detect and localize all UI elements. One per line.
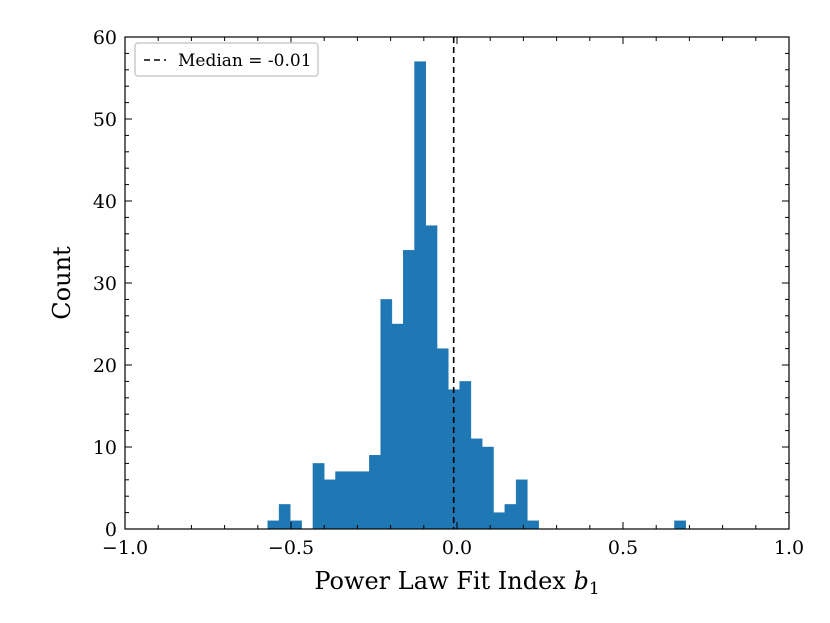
- x-tick-label: −1.0: [102, 537, 148, 559]
- y-tick-label: 30: [93, 273, 117, 295]
- histogram-bar: [493, 512, 506, 530]
- x-tick-label: 0.0: [442, 537, 472, 559]
- histogram-bar: [267, 520, 280, 530]
- legend: Median = -0.01: [134, 42, 319, 77]
- axis-ticks: [124, 36, 790, 530]
- histogram-bar: [357, 471, 370, 530]
- histogram-bar: [369, 455, 381, 530]
- histogram-bar: [436, 348, 449, 530]
- y-axis-label: Count: [48, 246, 76, 320]
- histogram-bar: [391, 323, 404, 530]
- histogram-bar: [504, 504, 517, 530]
- x-axis-label-variable: b: [573, 567, 588, 595]
- y-tick-label: 20: [93, 355, 117, 377]
- histogram-bar: [380, 299, 393, 530]
- histogram-bar: [403, 249, 415, 530]
- x-tick-label: 1.0: [774, 537, 804, 559]
- histogram-bar: [312, 463, 325, 530]
- y-tick-label: 60: [93, 27, 117, 49]
- histogram-bar: [515, 479, 528, 530]
- histogram-bar: [290, 520, 302, 530]
- y-tick-label: 40: [93, 191, 117, 213]
- histogram-bar: [414, 61, 426, 530]
- histogram-bar: [470, 438, 483, 530]
- legend-box: [134, 42, 319, 77]
- x-tick-label: −0.5: [268, 537, 314, 559]
- y-tick-label: 10: [93, 437, 117, 459]
- x-axis-label-subscript: 1: [589, 579, 600, 599]
- histogram-bar: [674, 520, 686, 530]
- histogram-bar: [527, 520, 539, 530]
- x-axis-label: Power Law Fit Index b1: [314, 567, 599, 599]
- x-tick-labels: −1.0 −0.5 0.0 0.5 1.0: [102, 537, 804, 559]
- legend-label: Median = -0.01: [178, 51, 312, 71]
- histogram-bar: [459, 381, 472, 530]
- histogram-bar: [335, 471, 347, 530]
- y-tick-labels: 0 10 20 30 40 50 60: [93, 27, 117, 541]
- histogram-bar: [324, 479, 336, 530]
- histogram-bar: [425, 225, 438, 530]
- histogram-bar: [278, 504, 291, 530]
- y-tick-label: 50: [93, 109, 117, 131]
- histogram-bar: [482, 446, 494, 530]
- x-axis-label-main: Power Law Fit Index: [314, 567, 573, 595]
- histogram-bar: [346, 471, 359, 530]
- x-tick-label: 0.5: [608, 537, 638, 559]
- y-tick-label: 0: [105, 519, 117, 541]
- histogram-bars: [267, 61, 686, 530]
- plot-frame: [124, 36, 790, 530]
